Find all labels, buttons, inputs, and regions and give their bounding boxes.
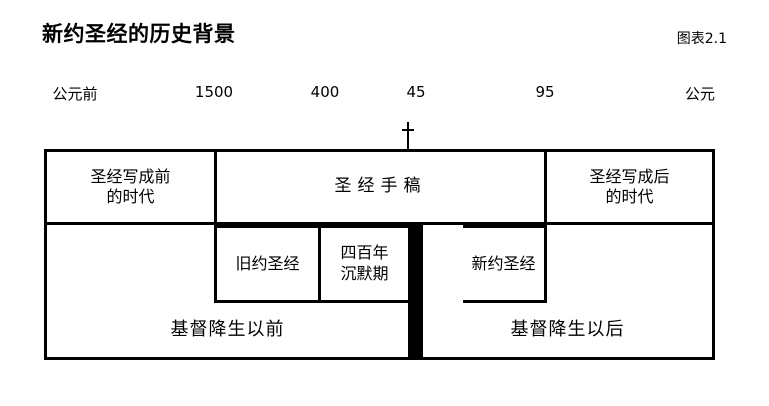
figure-number: 图表2.1 (676, 31, 727, 47)
cell-new-testament: 新约圣经 (463, 225, 547, 303)
cell-post-scripture-era: 圣经写成后 的时代 (547, 152, 712, 222)
cell-after-christ: 基督降生以后 (423, 303, 712, 357)
axis-label-45: 45 (406, 83, 426, 101)
page-title: 新约圣经的历史背景 (42, 22, 236, 46)
cell-pre-scripture-era-line2: 的时代 (106, 187, 155, 206)
axis-label-ad: 公元 (684, 85, 716, 103)
birth-of-christ-divider-bar (408, 225, 423, 357)
cross-icon-horizontal-stroke (402, 129, 414, 131)
cell-before-christ: 基督降生以前 (47, 303, 408, 357)
cross-icon (400, 122, 416, 149)
cell-post-scripture-era-line2: 的时代 (605, 187, 654, 206)
row1-divider-left (214, 152, 217, 222)
cell-four-hundred-silent-years-line2: 沉默期 (340, 264, 389, 283)
axis-label-1500: 1500 (194, 83, 234, 101)
cell-four-hundred-silent-years: 四百年 沉默期 (318, 225, 411, 303)
row1-divider-right (544, 152, 547, 222)
cell-pre-scripture-era: 圣经写成前 的时代 (47, 152, 214, 222)
cell-four-hundred-silent-years-line1: 四百年 (340, 243, 389, 263)
axis-label-400: 400 (310, 83, 340, 101)
cell-old-testament: 旧约圣经 (214, 225, 321, 303)
cell-post-scripture-era-line1: 圣经写成后 (589, 166, 670, 186)
cross-icon-vertical-stroke (407, 122, 409, 149)
cell-scripture-manuscripts: 圣经手稿 (217, 152, 544, 222)
axis-label-95: 95 (535, 83, 555, 101)
timeline-diagram: 圣经写成前 的时代 圣经手稿 圣经写成后 的时代 旧约圣经 四百年 沉默期 新约… (44, 149, 715, 360)
axis-label-bc: 公元前 (52, 85, 98, 103)
cell-pre-scripture-era-line1: 圣经写成前 (90, 166, 171, 186)
row1-bottom-rule (47, 222, 712, 225)
